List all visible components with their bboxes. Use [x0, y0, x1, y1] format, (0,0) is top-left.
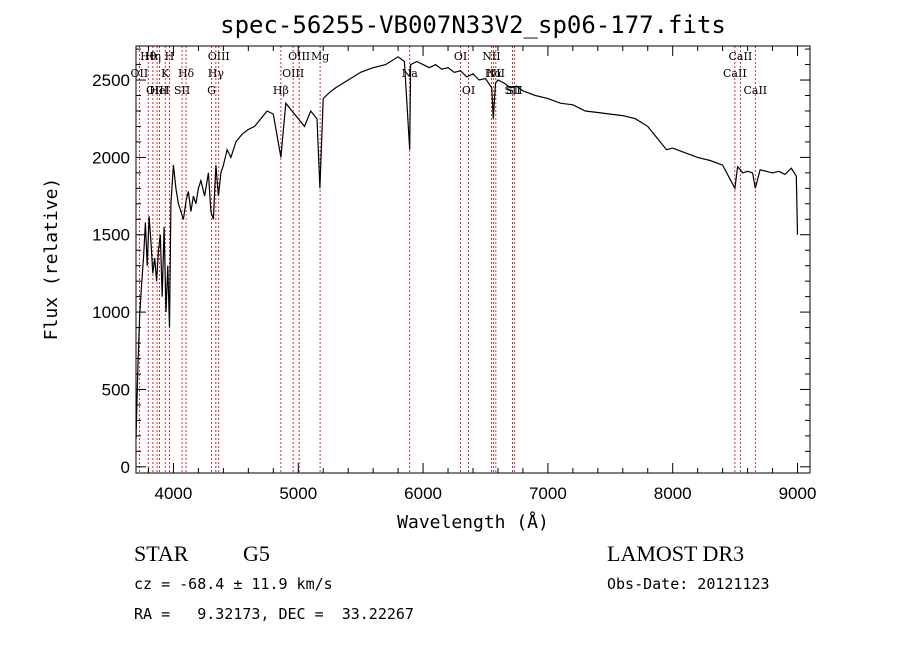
line-label: Hθ: [140, 50, 157, 63]
spectrum-line: [135, 56, 799, 440]
plot-frame: [135, 45, 811, 474]
line-label: Mg: [311, 50, 329, 63]
line-label: CaII: [729, 50, 753, 63]
line-label: OIII: [146, 84, 168, 97]
y-tick-label: 0: [121, 458, 130, 477]
x-tick-label: 7000: [529, 484, 567, 503]
y-tick-label: 2000: [92, 148, 130, 167]
line-label: Hδ: [178, 67, 195, 80]
x-tick-label: 5000: [279, 484, 317, 503]
line-label: SII: [504, 84, 520, 97]
x-tick-label: 8000: [654, 484, 692, 503]
line-label: OIII: [282, 67, 304, 80]
x-tick-label: 4000: [155, 484, 193, 503]
y-tick-label: 500: [102, 380, 130, 399]
line-label: OI: [462, 84, 475, 97]
y-axis-label: Flux (relative): [41, 178, 62, 341]
line-label: CaII: [723, 67, 747, 80]
line-label: HeI: [149, 84, 169, 97]
survey-name: LAMOST DR3: [607, 541, 744, 566]
line-label: Hγ: [208, 67, 225, 80]
line-label: H: [165, 50, 175, 63]
chart-title: spec-56255-VB007N33V2_sp06-177.fits: [220, 11, 726, 39]
object-class: STAR: [134, 541, 189, 566]
x-tick-label: 9000: [779, 484, 817, 503]
line-label: NII: [487, 67, 505, 80]
obs-date: Obs-Date: 20121123: [607, 575, 770, 593]
y-tick-label: 1500: [92, 226, 130, 245]
x-axis-ticks: 4000 5000 6000 7000 8000 9000: [147, 46, 817, 503]
line-label: CaII: [743, 84, 767, 97]
line-label: OIII: [208, 50, 230, 63]
spectral-line-labels: Hθ OII OIII HηK HeI HHδ SII OIII Hγ G OIII OIII Hβ Mg…: [131, 50, 768, 97]
x-axis-label: Wavelength (Å): [397, 511, 549, 533]
line-label: OII: [131, 67, 149, 80]
line-label: NII: [482, 50, 500, 63]
coordinates-text: RA = 9.32173, DEC = 33.22267: [134, 605, 414, 623]
line-label: Hη: [145, 50, 161, 63]
line-label: Hβ: [273, 84, 289, 97]
y-axis-ticks: 0 500 1000 1500 2000 2500: [92, 48, 810, 477]
y-tick-label: 2500: [92, 71, 130, 90]
x-tick-label: 6000: [404, 484, 442, 503]
redshift-text: cz = -68.4 ± 11.9 km/s: [134, 575, 333, 593]
line-label: OIII: [288, 50, 310, 63]
line-label: SII: [174, 84, 190, 97]
line-label: Hα: [485, 67, 503, 80]
object-subclass: G5: [243, 541, 270, 566]
line-label: G: [207, 84, 216, 97]
y-tick-label: 1000: [92, 303, 130, 322]
spectral-line-markers: [138, 46, 756, 473]
line-label: K: [161, 67, 170, 80]
line-label: OI: [454, 50, 467, 63]
